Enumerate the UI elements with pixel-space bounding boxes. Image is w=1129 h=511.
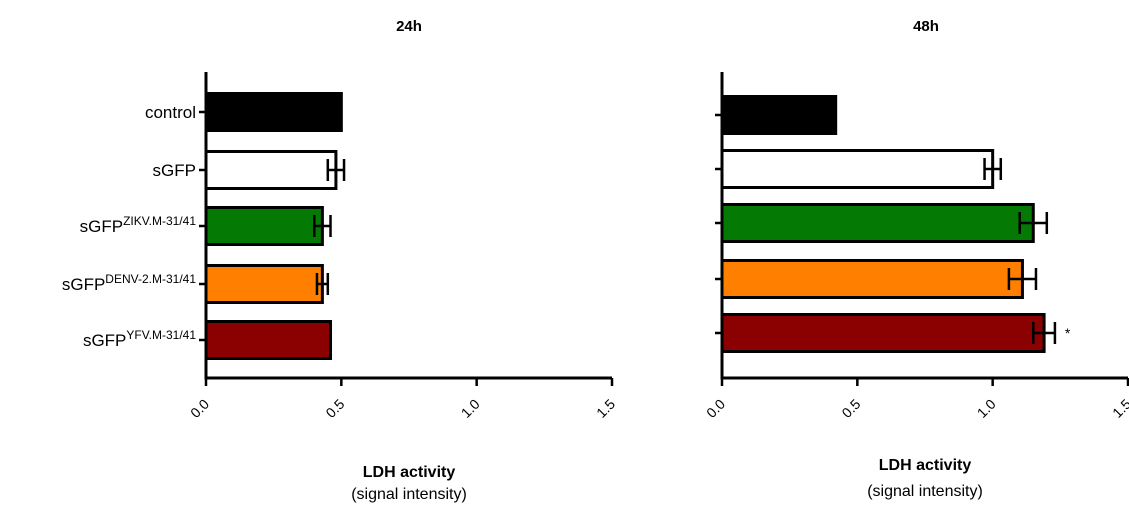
- x-tick-label: 0.0: [703, 396, 728, 421]
- bar: [204, 264, 324, 304]
- bar: [204, 92, 343, 132]
- bar: [720, 203, 1035, 243]
- x-axis-sublabel: (signal intensity): [351, 486, 467, 503]
- bar: [720, 149, 995, 189]
- x-tick-label: 1.5: [593, 396, 618, 421]
- significance-label: *: [1065, 325, 1071, 341]
- bar: [720, 259, 1024, 299]
- x-axis-label: LDH activity: [879, 457, 972, 474]
- x-axis-sublabel: (signal intensity): [867, 483, 983, 500]
- x-tick-label: 1.0: [974, 396, 999, 421]
- x-tick-label: 0.5: [838, 396, 863, 421]
- x-axis-label: LDH activity: [363, 464, 456, 481]
- bar: [720, 313, 1046, 353]
- bar: [204, 320, 333, 360]
- bar: [204, 206, 324, 246]
- chart-title: 24h: [396, 18, 422, 35]
- category-label: sGFPYFV.M-31/41: [83, 328, 196, 350]
- category-label: sGFPDENV-2.M-31/41: [62, 272, 196, 294]
- category-label: control: [145, 103, 196, 122]
- category-label: sGFPZIKV.M-31/41: [80, 214, 197, 236]
- x-tick-label: 0.0: [187, 396, 212, 421]
- bar: [720, 95, 838, 135]
- x-tick-label: 1.0: [458, 396, 483, 421]
- bar: [204, 150, 338, 190]
- x-tick-label: 1.5: [1109, 396, 1129, 421]
- chart-title: 48h: [913, 18, 939, 35]
- category-label: sGFP: [153, 161, 196, 180]
- panel-1: 24h 0.0 0.5 1.0 1.5 sGFPYFV.M-31/41 sGFPDENV-2…: [62, 18, 618, 503]
- panel-2: 48h 0.0 0.5 1.0 1.5 * LDH activity (signal inte…: [703, 18, 1129, 500]
- x-tick-label: 0.5: [322, 396, 347, 421]
